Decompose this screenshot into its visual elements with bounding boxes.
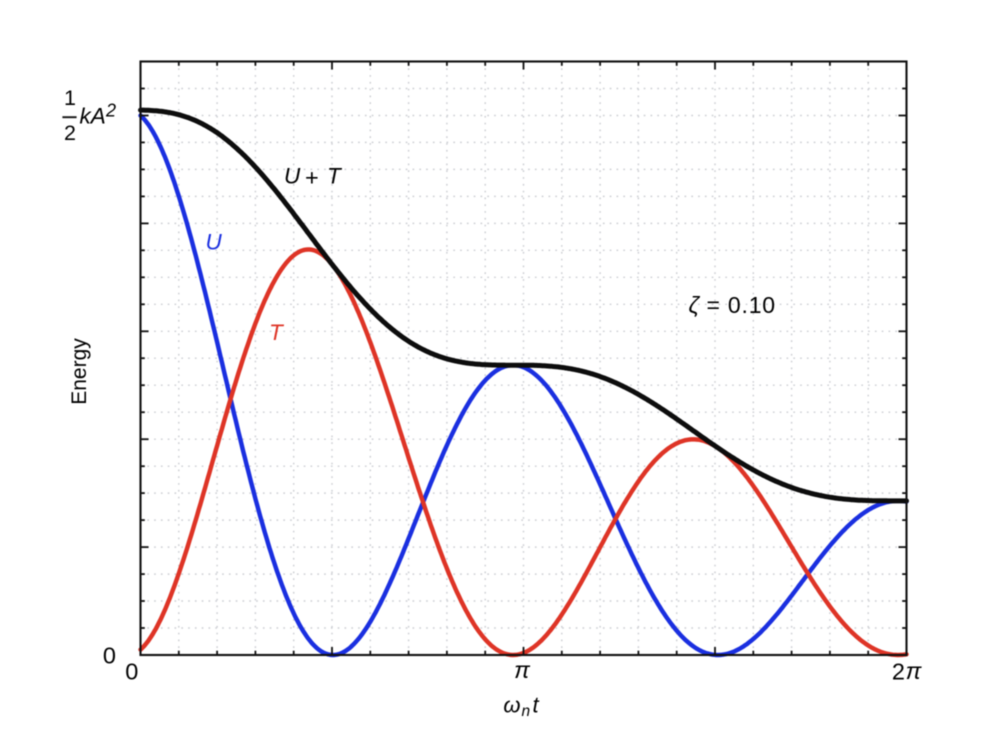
- svg-text:T: T: [327, 163, 343, 188]
- svg-text:Energy: Energy: [68, 338, 91, 405]
- svg-text:T: T: [269, 320, 285, 345]
- svg-text:t: t: [533, 693, 540, 718]
- svg-text:= 0.10: = 0.10: [707, 292, 776, 318]
- svg-text:0: 0: [125, 659, 138, 685]
- svg-text:ω: ω: [503, 693, 520, 718]
- svg-text:π: π: [906, 658, 923, 684]
- svg-text:0: 0: [103, 642, 116, 668]
- svg-text:kA: kA: [80, 103, 106, 128]
- svg-text:n: n: [522, 703, 531, 720]
- svg-text:ζ: ζ: [689, 292, 701, 318]
- svg-text:2: 2: [105, 101, 116, 121]
- svg-text:U: U: [206, 230, 223, 255]
- svg-text:1: 1: [64, 86, 76, 110]
- svg-text:π: π: [514, 657, 531, 683]
- svg-text:U: U: [284, 163, 301, 188]
- svg-text:2: 2: [892, 659, 905, 685]
- svg-text:2: 2: [64, 121, 76, 145]
- svg-text:+: +: [305, 165, 319, 191]
